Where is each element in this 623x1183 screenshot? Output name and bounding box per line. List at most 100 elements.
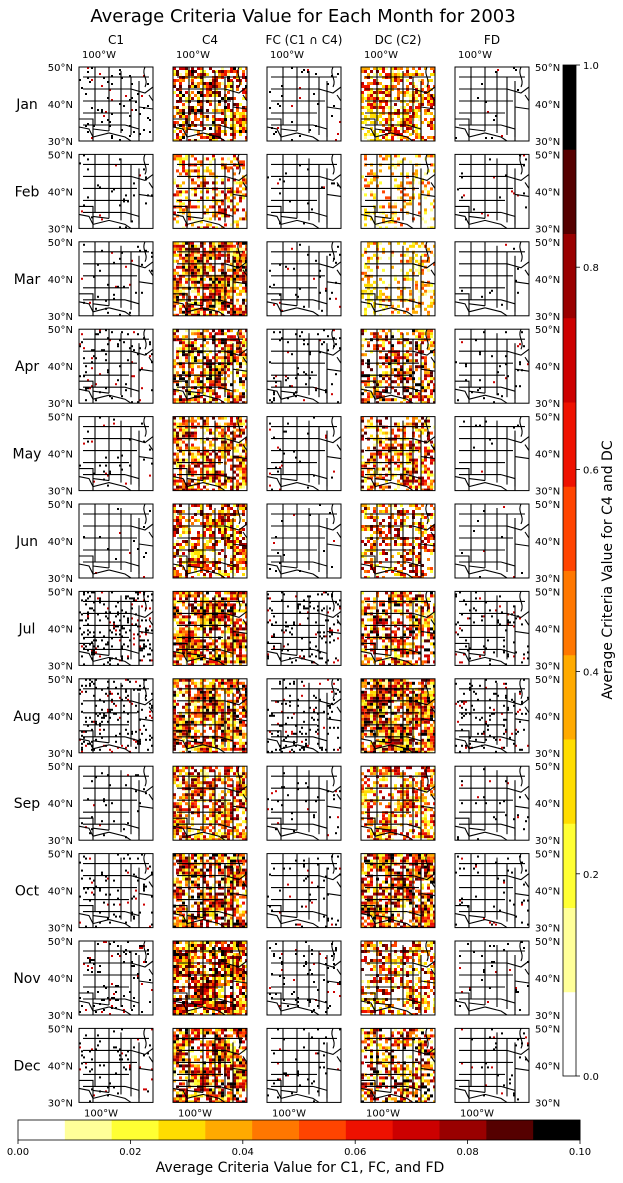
field-cell [143,458,145,461]
field-cell [233,519,236,522]
field-cell [209,359,212,363]
field-cell [379,304,382,308]
field-cell [230,187,233,191]
map-background [267,504,341,578]
field-cell [227,546,230,549]
field-cell [218,368,221,372]
field-cell [119,226,121,229]
field-cell [430,344,433,348]
field-cell [91,107,93,109]
field-cell [173,307,176,311]
field-cell [227,422,230,426]
field-cell [327,335,329,338]
field-cell [412,67,415,70]
state-border [336,269,342,277]
field-cell [245,537,247,540]
field-cell [397,130,400,133]
field-cell [218,118,221,121]
field-cell [370,115,373,118]
field-cell [379,335,382,339]
field-cell [182,106,185,109]
field-cell [227,452,230,456]
field-cell [137,333,139,336]
field-cell [173,253,176,257]
field-cell [373,347,376,351]
field-cell [233,558,236,561]
field-cell [212,389,215,393]
field-cell [415,154,418,158]
field-cell [391,359,394,363]
state-border [267,205,282,229]
field-cell [188,304,191,308]
field-cell [221,570,224,573]
field-cell [233,485,236,489]
field-cell [101,349,103,352]
field-cell [430,103,433,106]
field-cell [119,69,121,71]
row-label: Feb [15,184,40,200]
lat-tick-label: 30°N [48,137,73,148]
field-cell [406,368,409,372]
field-cell [173,419,176,423]
field-cell [212,365,215,369]
field-cell [245,271,247,275]
field-cell [291,385,293,388]
field-cell [233,181,236,185]
field-cell [397,422,400,426]
field-cell [415,504,418,507]
field-cell [364,353,367,357]
field-cell [182,482,185,486]
field-cell [430,485,433,489]
field-cell [173,193,176,197]
field-cell [107,81,109,83]
coastline [266,388,320,404]
map-panel [454,328,530,404]
field-cell [285,375,287,378]
field-cell [287,422,289,425]
field-cell [427,193,430,197]
field-cell [191,205,194,209]
field-cell [194,271,197,275]
field-cell [430,295,433,299]
field-cell [85,125,87,127]
field-cell [173,425,176,429]
field-cell [373,103,376,106]
field-cell [337,401,339,404]
field-cell [173,259,176,263]
field-cell [200,307,203,311]
field-cell [212,295,215,299]
field-cell [224,416,227,420]
field-cell [173,516,176,519]
field-cell [149,341,151,344]
field-cell [403,205,406,209]
field-cell [409,181,412,185]
field-cell [493,381,495,384]
field-cell [400,172,403,176]
field-cell [206,268,209,272]
field-cell [209,244,212,248]
map-frame [172,153,248,229]
field-cell [475,339,477,342]
field-cell [361,359,364,363]
field-cell [176,289,179,293]
field-cell [179,422,182,426]
field-cell [400,67,403,70]
state-border [468,215,486,219]
field-cell [418,202,421,206]
state-border [237,416,241,437]
field-cell [388,295,391,299]
field-cell [394,166,397,170]
field-cell [382,446,385,450]
field-cell [406,313,409,316]
field-cell [388,398,391,402]
field-cell [215,277,218,281]
field-cell [236,79,239,82]
field-cell [176,440,179,444]
field-cell [385,157,388,161]
field-cell [227,344,230,348]
field-cell [415,464,418,468]
field-cell [311,371,313,374]
field-cell [379,440,382,444]
field-cell [215,365,218,369]
field-cell [427,419,430,423]
